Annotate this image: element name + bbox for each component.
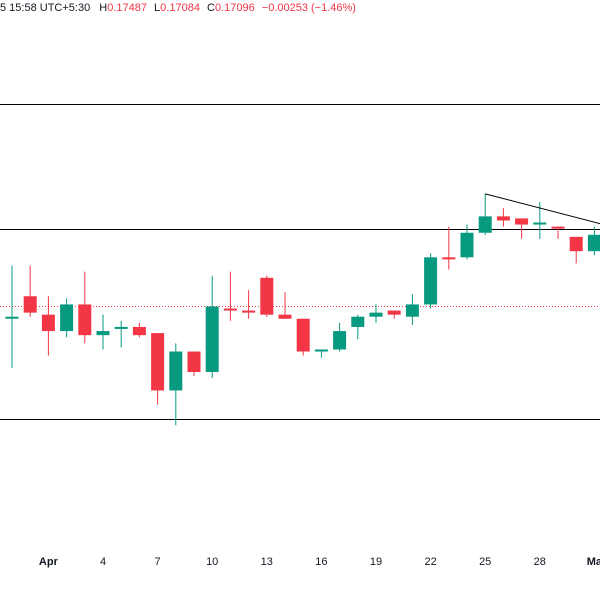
x-axis-tick-label: Apr — [39, 556, 59, 568]
candle-body — [23, 296, 37, 313]
candle-body — [369, 312, 383, 317]
x-axis-tick-label: 13 — [261, 556, 273, 568]
candle-body — [60, 304, 74, 332]
candle-4 — [60, 298, 74, 338]
candle-26 — [460, 224, 474, 260]
candle-29 — [515, 218, 529, 239]
candle-body — [132, 326, 146, 336]
x-axis-tick-label: 16 — [315, 556, 327, 568]
candle-body — [314, 349, 328, 352]
trendline-layer — [485, 193, 600, 225]
candle-body — [387, 310, 401, 315]
candle-body — [587, 234, 600, 252]
candle-body — [205, 306, 219, 373]
candle-3 — [41, 296, 55, 356]
ohlc-legend: 5 15:58 UTC+5:30 H0.17487 L0.17084 C0.17… — [0, 2, 356, 22]
candle-body — [569, 236, 583, 252]
candle-5 — [78, 271, 92, 344]
candle-body — [223, 308, 237, 311]
candle-body — [187, 351, 201, 373]
candle-31 — [551, 226, 565, 239]
candle-body — [114, 326, 128, 329]
candle-33 — [587, 226, 600, 256]
candle-body — [169, 351, 183, 391]
legend-change: −0.00253 (−1.46%) — [261, 2, 356, 14]
x-axis-tick-label: 10 — [206, 556, 218, 568]
horizontal-lines-layer — [0, 104, 600, 420]
candle-23 — [405, 294, 419, 325]
candle-6 — [96, 314, 110, 350]
candle-body — [96, 331, 110, 336]
candle-11 — [187, 351, 201, 377]
candle-21 — [369, 304, 383, 323]
candle-25 — [442, 226, 456, 270]
candle-2 — [23, 265, 37, 317]
candle-18 — [314, 349, 328, 358]
candle-body — [351, 316, 365, 327]
candle-body — [496, 216, 510, 221]
candle-body — [460, 232, 474, 258]
candle-28 — [496, 208, 510, 227]
candle-17 — [296, 318, 310, 356]
candle-13 — [223, 271, 237, 321]
candle-body — [424, 257, 438, 305]
x-axis-tick-label: 25 — [479, 556, 491, 568]
legend-close-value: 0.17096 — [214, 2, 255, 14]
candle-body — [41, 314, 55, 332]
candle-body — [405, 304, 419, 317]
candle-body — [333, 331, 347, 350]
x-axis-tick-label: 7 — [155, 556, 161, 568]
x-axis-tick-label: 19 — [370, 556, 382, 568]
candle-12 — [205, 275, 219, 379]
candle-body — [296, 318, 310, 352]
candle-19 — [333, 322, 347, 352]
candle-32 — [569, 236, 583, 264]
candle-body — [278, 314, 292, 319]
candle-body — [260, 277, 274, 315]
candle-body — [242, 310, 256, 313]
candle-body — [478, 216, 492, 233]
legend-low-key: L — [154, 2, 161, 14]
legend-high-value: 0.17487 — [107, 2, 147, 14]
candle-body — [78, 304, 92, 336]
candle-20 — [351, 314, 365, 340]
candle-10 — [169, 343, 183, 426]
x-axis: Apr 4 7 10 13 16 19 22 25 28 Ma — [39, 556, 600, 568]
candle-7 — [114, 320, 128, 348]
x-axis-tick-label: 22 — [424, 556, 436, 568]
candle-24 — [424, 253, 438, 309]
x-axis-tick-label: 28 — [534, 556, 546, 568]
candle-9 — [151, 333, 165, 405]
candle-15 — [260, 275, 274, 317]
candle-body — [515, 218, 529, 225]
legend-close-key: C — [207, 2, 215, 14]
legend-low-value: 0.17084 — [160, 2, 200, 14]
candle-22 — [387, 310, 401, 319]
candle-14 — [242, 290, 256, 319]
legend-time: 5 15:58 UTC+5:30 — [0, 2, 91, 14]
candle-body — [5, 316, 19, 319]
candle-16 — [278, 292, 292, 319]
candle-27 — [478, 193, 492, 235]
candles-layer — [5, 193, 600, 426]
candle-8 — [132, 322, 146, 338]
candle-body — [551, 226, 565, 229]
candle-body — [533, 222, 547, 225]
candle-1 — [5, 265, 19, 368]
x-axis-tick-label: Ma — [587, 556, 600, 568]
trendline — [485, 193, 600, 225]
candle-body — [442, 257, 456, 260]
x-axis-tick-label: 4 — [100, 556, 106, 568]
candle-body — [151, 333, 165, 391]
legend-high-key: H — [99, 2, 108, 14]
